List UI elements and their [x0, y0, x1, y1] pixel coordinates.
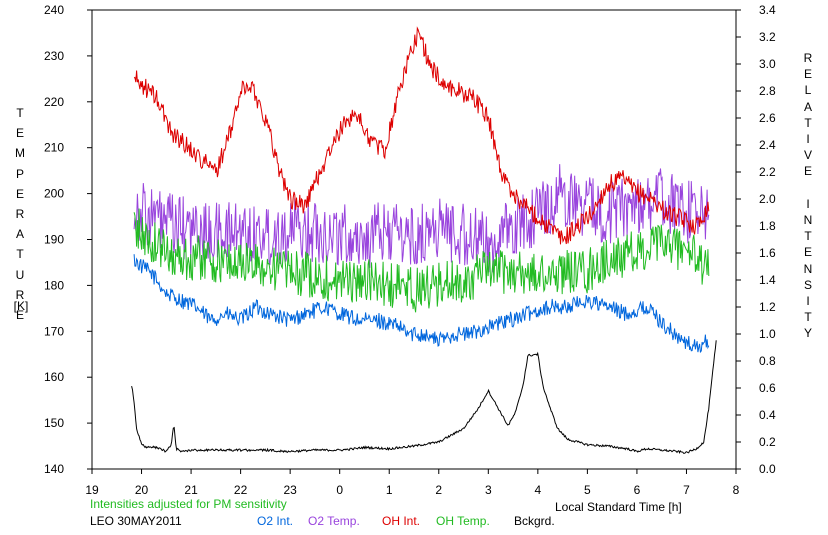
right-tick-label: 1.6	[759, 246, 776, 260]
right-title-letter	[800, 180, 816, 196]
right-tick-label: 1.0	[759, 327, 776, 341]
legend-oh-temp: OH Temp.	[436, 514, 490, 528]
x-tick-label: 2	[435, 483, 442, 497]
right-title-letter: A	[803, 99, 812, 114]
left-tick-label: 230	[44, 49, 64, 63]
legend-bckgrd: Bckgrd.	[514, 514, 555, 528]
left-tick-label: 220	[44, 95, 64, 109]
right-title-letter: T	[804, 229, 812, 244]
legend-o2-temp: O2 Temp.	[308, 514, 360, 528]
right-tick-label: 2.2	[759, 165, 776, 179]
right-tick-label: 2.8	[759, 84, 776, 98]
right-tick-label: 1.2	[759, 300, 776, 314]
left-tick-label: 150	[44, 416, 64, 430]
plot-frame	[91, 9, 737, 470]
right-title-letter: N	[803, 213, 813, 228]
right-title-letter: E	[803, 164, 812, 179]
left-title-letter: A	[15, 227, 24, 242]
x-tick-label: 22	[234, 483, 248, 497]
series-line-oh-int	[133, 26, 710, 245]
x-tick-label: 8	[733, 483, 740, 497]
right-tick-label: 3.0	[759, 57, 776, 71]
right-tick-label: 1.8	[759, 219, 776, 233]
right-title-letter: R	[803, 51, 813, 65]
left-title-letter: E	[15, 126, 24, 141]
left-title-letter: U	[15, 267, 25, 282]
right-title-letter: Y	[803, 326, 812, 341]
series-line-o2-int	[133, 254, 710, 354]
right-title-letter: I	[806, 294, 810, 309]
series-line-oh-temp	[133, 208, 710, 313]
series-line-bckgrd	[131, 340, 717, 454]
right-tick-label: 2.0	[759, 192, 776, 206]
right-tick-label: 3.2	[759, 30, 776, 44]
right-tick-label: 2.4	[759, 138, 776, 152]
left-tick-label: 160	[44, 370, 64, 384]
left-title-letter: T	[16, 106, 24, 120]
x-tick-label: 1	[386, 483, 393, 497]
right-tick-label: 0.0	[759, 462, 776, 476]
left-axis-unit: [K]	[13, 299, 29, 313]
right-title-letter: I	[806, 132, 810, 147]
series-line-o2-temp	[133, 164, 710, 273]
x-tick-label: 20	[135, 483, 149, 497]
x-tick-label: 4	[535, 483, 542, 497]
left-title-letter: E	[15, 308, 24, 323]
right-tick-label: 1.4	[759, 273, 776, 287]
right-tick-label: 0.6	[759, 381, 776, 395]
x-tick-label: 6	[634, 483, 641, 497]
x-tick-label: 7	[683, 483, 690, 497]
right-title-letter: T	[804, 310, 812, 325]
left-tick-label: 200	[44, 187, 64, 201]
x-axis-label: Local Standard Time [h]	[555, 500, 682, 514]
right-title-letter: S	[803, 277, 812, 292]
right-title-letter: E	[803, 67, 812, 82]
left-title-letter: P	[15, 166, 24, 181]
station-date: LEO 30MAY2011	[90, 514, 182, 528]
right-title-letter: I	[806, 196, 810, 211]
left-title-letter: R	[15, 287, 25, 302]
left-title-letter: T	[16, 247, 24, 262]
right-title-letter: L	[804, 83, 812, 98]
left-tick-label: 140	[44, 462, 64, 476]
left-title-letter: R	[15, 207, 25, 222]
left-title-letter: E	[15, 186, 24, 201]
x-tick-label: 3	[485, 483, 492, 497]
x-tick-label: 21	[184, 483, 198, 497]
right-title-letter: V	[803, 148, 812, 163]
left-title-letter: M	[15, 146, 25, 161]
sensitivity-note: Intensities adjusted for PM sensitivity	[90, 497, 287, 511]
left-tick-label: 240	[44, 3, 64, 17]
x-tick-label: 19	[85, 483, 99, 497]
right-title-letter: E	[803, 245, 812, 260]
left-tick-label: 170	[44, 324, 64, 338]
right-tick-label: 2.6	[759, 111, 776, 125]
right-tick-label: 0.2	[759, 435, 776, 449]
right-tick-label: 0.8	[759, 354, 776, 368]
x-tick-label: 23	[283, 483, 297, 497]
x-tick-label: 0	[336, 483, 343, 497]
left-tick-label: 210	[44, 141, 64, 155]
left-tick-label: 190	[44, 233, 64, 247]
right-tick-label: 3.4	[759, 3, 776, 17]
x-tick-label: 5	[584, 483, 591, 497]
right-title-letter: T	[804, 115, 812, 130]
legend-o2-int: O2 Int.	[257, 514, 294, 528]
right-tick-label: 0.4	[759, 408, 776, 422]
left-tick-label: 180	[44, 278, 64, 292]
legend-oh-int: OH Int.	[382, 514, 421, 528]
right-title-letter: N	[803, 261, 813, 276]
